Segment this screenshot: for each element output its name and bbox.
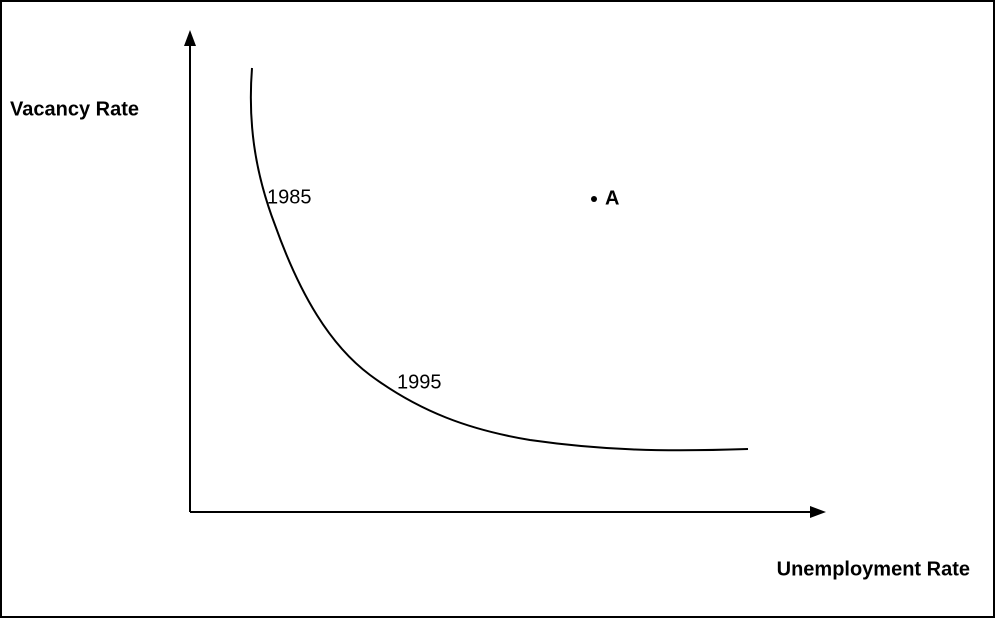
x-axis-label: Unemployment Rate (777, 558, 970, 580)
y-axis-arrow (184, 30, 196, 46)
beveridge-curve (249, 67, 749, 452)
curve-label: 1995 (397, 371, 442, 393)
point-label: A (605, 187, 619, 209)
y-axis-label: Vacancy Rate (10, 98, 139, 120)
x-axis-arrow (810, 506, 826, 518)
curve-label: 1985 (267, 186, 312, 208)
point-marker (591, 196, 597, 202)
